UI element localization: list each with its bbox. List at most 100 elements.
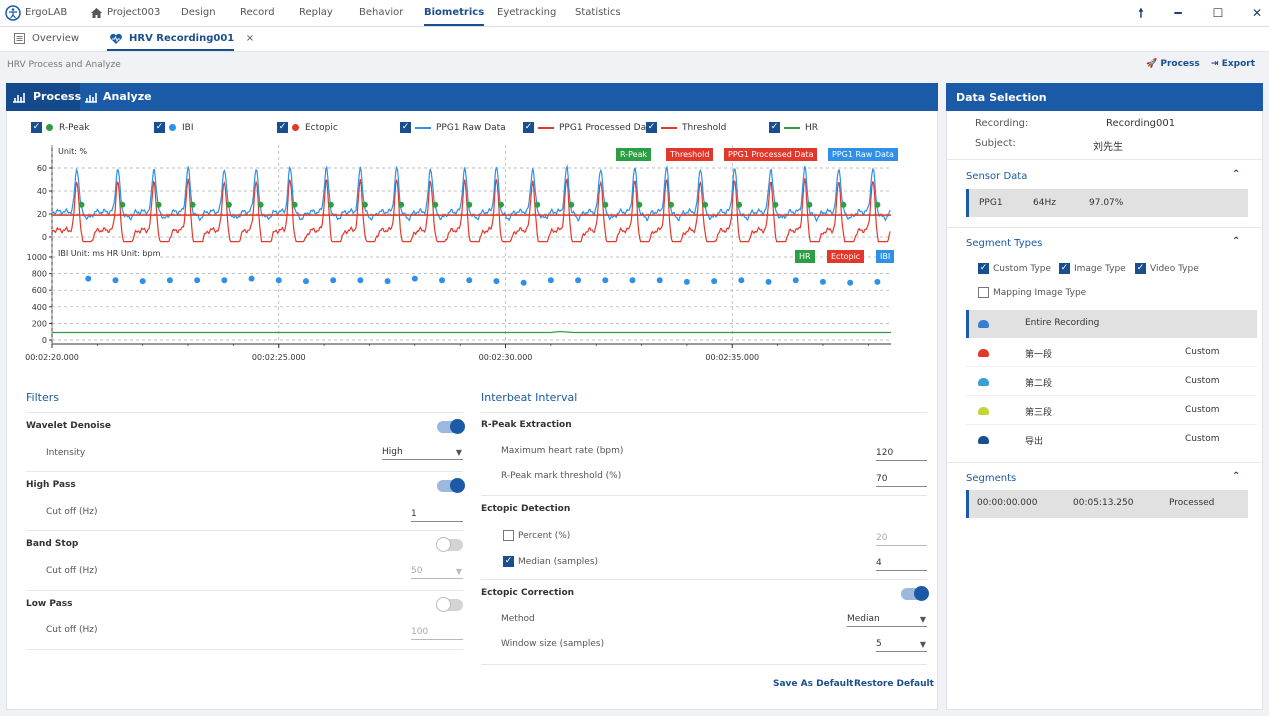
segment-item-3[interactable] [966,396,1257,425]
subject-value: 刘先生 [1093,142,1123,153]
segment-start: 00:00:00.000 [977,498,1038,508]
ppg1-raw-line [51,164,891,223]
segment-item-entire[interactable] [966,310,1257,338]
close-icon[interactable]: ✕ [1251,6,1263,20]
lowpass-toggle[interactable] [436,597,463,612]
y-tick-label-top: 0 [42,233,47,242]
segment-type: Custom [1185,376,1220,386]
nav-record[interactable]: Record [240,7,275,18]
divider [26,649,463,650]
checkbox-icon [503,530,514,541]
window-size-select[interactable]: 5 ▼ [876,638,927,652]
sensor-row[interactable] [966,189,1248,217]
legend-hr[interactable]: ✓ HR [769,122,819,133]
save-as-default-button[interactable]: Save As Default [773,679,854,689]
project-name[interactable]: Project003 [107,7,161,18]
chevron-up-icon[interactable]: ⌃ [1232,236,1241,247]
legend-ibi[interactable]: ✓ IBI [154,122,194,133]
ectopic-correction-toggle[interactable] [901,586,929,601]
method-select[interactable]: Median ▼ [847,613,927,627]
rocket-icon: 🚀 [1146,59,1158,69]
rpeak-threshold-label: R-Peak mark threshold (%) [501,471,622,481]
sensor-rate: 64Hz [1033,198,1056,208]
rpeak-threshold-input[interactable]: 70 [876,473,927,487]
ibi-point [139,278,146,285]
divider [481,664,927,665]
r-peak-point [636,201,643,208]
nav-behavior[interactable]: Behavior [359,7,404,18]
ibi-point [275,277,282,284]
nav-eyetracking[interactable]: Eyetracking [497,7,557,18]
divider [481,495,927,496]
bandstop-toggle[interactable] [436,537,463,552]
max-hr-input[interactable]: 120 [876,447,927,461]
chevron-up-icon[interactable]: ⌃ [1232,471,1241,482]
nav-biometrics[interactable]: Biometrics [424,0,485,26]
divider [26,412,463,413]
top-unit-label: Unit: % [58,147,88,156]
highpass-toggle[interactable] [437,478,465,493]
nav-replay[interactable]: Replay [299,7,333,18]
restore-default-button[interactable]: Restore Default [854,679,934,689]
image-type-checkbox[interactable]: ✓ Image Type [1059,263,1126,274]
segment-row[interactable] [966,490,1248,518]
max-hr-label: Maximum heart rate (bpm) [501,446,624,456]
video-type-checkbox[interactable]: ✓ Video Type [1135,263,1199,274]
segment-item-2[interactable] [966,367,1257,396]
r-peak-point [602,201,609,208]
process-button[interactable]: 🚀 Process [1146,59,1200,69]
legend-ppg1-raw[interactable]: ✓ PPG1 Raw Data [400,122,506,133]
minimize-icon[interactable]: ━ [1174,6,1182,20]
wavelet-toggle[interactable] [437,419,465,434]
pin-icon[interactable]: 🠕 [1138,6,1144,20]
legend-r-peak[interactable]: ✓ R-Peak [31,122,90,133]
legend-ectopic[interactable]: ✓ Ectopic [277,122,338,133]
percent-input[interactable]: 20 [876,532,927,546]
r-peak-point [736,201,743,208]
lowpass-cutoff-input[interactable]: 100 [411,626,463,640]
checkbox-icon: ✓ [1059,263,1070,274]
tab-analyze[interactable]: Analyze [103,90,152,103]
ibi-point [847,279,854,286]
segment-item-1[interactable] [966,338,1257,367]
ibi-point [493,278,500,285]
maximize-icon[interactable]: ☐ [1212,6,1224,20]
ibi-point [602,277,609,284]
legend-ppg1-processed[interactable]: ✓ PPG1 Processed Data [523,122,656,133]
method-label: Method [501,614,535,624]
x-tick-label: 00:02:20.000 [25,353,79,362]
checkbox-icon: ✓ [769,122,780,133]
bandstop-cutoff-select[interactable]: 50 ▼ [411,565,463,579]
export-icon: ⇥ [1211,59,1219,69]
page-subtitle: HRV Process and Analyze [7,60,121,70]
checkbox-icon: ✓ [400,122,411,133]
tab-overview[interactable]: Overview [32,33,80,44]
badge-threshold: Threshold [666,148,714,161]
legend-threshold[interactable]: ✓ Threshold [646,122,727,133]
custom-type-checkbox[interactable]: ✓ Custom Type [978,263,1052,274]
r-peak-point [189,201,196,208]
percent-checkbox[interactable]: Percent (%) [503,530,570,541]
badge-ppg1-raw: PPG1 Raw Data [828,148,898,161]
highpass-cutoff-input[interactable]: 1 [411,508,463,522]
export-button[interactable]: ⇥ Export [1211,59,1255,69]
nav-statistics[interactable]: Statistics [575,7,621,18]
tab-close-icon[interactable]: × [245,33,255,44]
highpass-label: High Pass [26,480,76,490]
x-tick-label: 00:02:30.000 [479,353,533,362]
ibi-point [411,275,418,282]
y-tick-label-bottom: 800 [32,270,47,279]
ibi-point [819,278,826,285]
chevron-down-icon: ▼ [919,640,926,649]
intensity-select[interactable]: High ▼ [382,446,463,460]
app-name[interactable]: ErgoLAB [25,7,68,18]
divider [946,159,1263,160]
segment-head-icon [978,436,989,444]
tab-hrv-recording[interactable]: HRV Recording001 × [107,27,254,51]
nav-design[interactable]: Design [181,7,216,18]
median-input[interactable]: 4 [876,557,927,571]
mapping-image-type-checkbox[interactable]: Mapping Image Type [978,287,1086,298]
chevron-up-icon[interactable]: ⌃ [1232,169,1241,180]
median-checkbox[interactable]: ✓ Median (samples) [503,556,599,567]
